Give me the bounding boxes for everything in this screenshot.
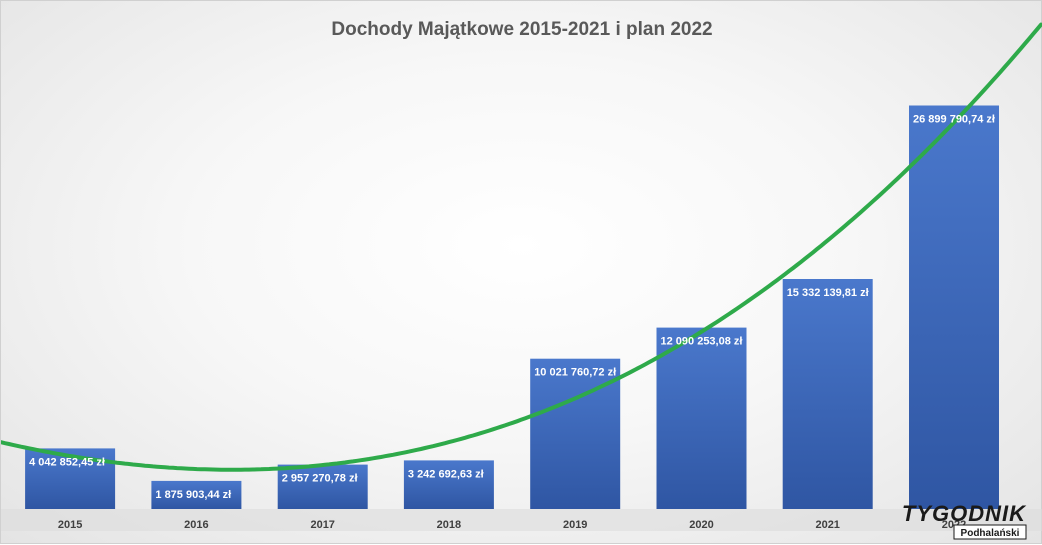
bar-2022: [909, 105, 999, 509]
watermark-logo: TYGODNIK Podhalański: [902, 501, 1027, 540]
data-label-2015: 4 042 852,45 zł: [29, 456, 105, 468]
x-tick-2015: 2015: [58, 519, 82, 531]
x-tick-2020: 2020: [689, 519, 713, 531]
chart-title: Dochody Majątkowe 2015-2021 i plan 2022: [331, 19, 712, 40]
data-label-2016: 1 875 903,44 zł: [155, 489, 231, 501]
x-tick-2016: 2016: [184, 519, 208, 531]
bars-group: [25, 105, 999, 509]
data-label-2017: 2 957 270,78 zł: [282, 473, 358, 485]
x-tick-2018: 2018: [437, 519, 461, 531]
data-labels-group: 4 042 852,45 zł 1 875 903,44 zł 2 957 270,…: [29, 114, 995, 501]
data-label-2020: 12 090 253,08 zł: [661, 336, 743, 348]
watermark-sub-box: [953, 524, 1027, 540]
chart-floor: [1, 509, 1042, 531]
bar-2020: [656, 327, 747, 509]
data-label-2022: 26 899 790,74 zł: [913, 114, 995, 126]
x-tick-2021: 2021: [815, 519, 839, 531]
bar-2018: [403, 460, 494, 509]
bar-2021: [782, 279, 873, 509]
x-axis-ticks: 20152016201720182019202020212022: [58, 519, 966, 531]
trendline-group: [1, 22, 1042, 472]
bar-2019: [530, 358, 621, 509]
data-label-2021: 15 332 139,81 zł: [787, 287, 869, 299]
bar-2016: [151, 480, 242, 509]
data-label-2019: 10 021 760,72 zł: [534, 367, 616, 379]
x-tick-2017: 2017: [310, 519, 334, 531]
floor-band: [1, 509, 1042, 531]
trendline: [1, 22, 1042, 472]
x-tick-2019: 2019: [563, 519, 587, 531]
watermark-main: TYGODNIK: [902, 501, 1027, 526]
watermark-sub: Podhalański: [961, 528, 1020, 539]
bar-2017: [277, 464, 368, 509]
data-label-2018: 3 242 692,63 zł: [408, 468, 484, 480]
